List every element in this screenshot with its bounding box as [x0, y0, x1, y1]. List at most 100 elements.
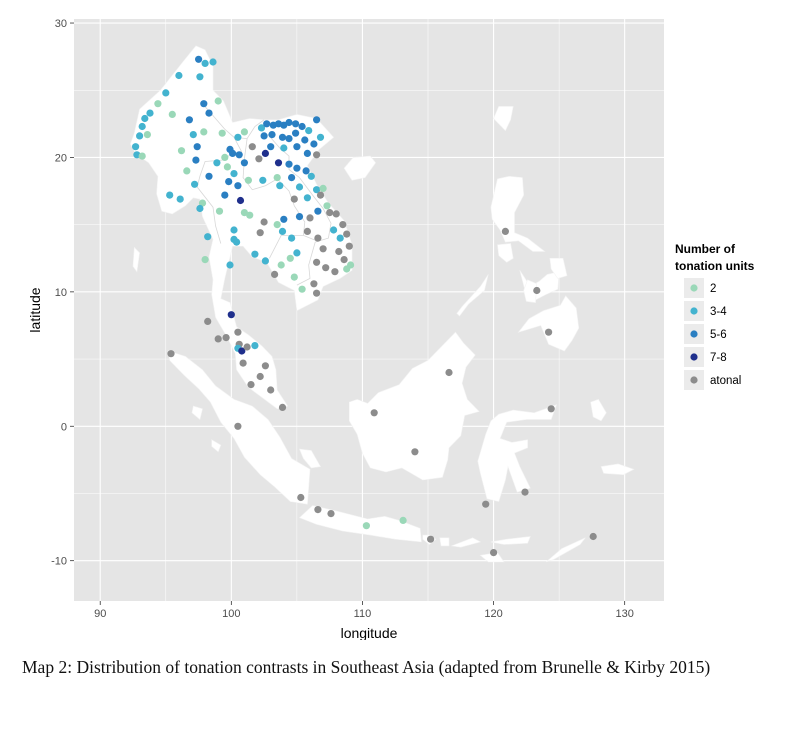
map-point [230, 226, 238, 234]
map-point [330, 226, 338, 234]
land-samar [549, 257, 568, 279]
map-point [168, 110, 176, 118]
map-point [268, 131, 276, 139]
land-mindoro [497, 243, 514, 263]
map-point [277, 261, 285, 269]
land-mindanao [517, 295, 580, 352]
map-point [132, 143, 140, 151]
land-andaman [132, 246, 140, 273]
map-point [225, 178, 233, 186]
map-point [234, 182, 242, 190]
map-point [200, 100, 208, 108]
land-borneo [348, 331, 480, 481]
map-point [177, 147, 186, 155]
data-points [132, 55, 597, 557]
map-point [234, 133, 242, 141]
land-halmahera [590, 399, 607, 422]
map-point [313, 186, 321, 194]
map-point [313, 116, 321, 124]
map-point [278, 227, 287, 235]
map-point [227, 311, 235, 319]
map-point [307, 172, 315, 180]
map-point [136, 132, 144, 140]
map-point [310, 140, 318, 148]
map-point [490, 549, 498, 557]
map-point [336, 234, 344, 242]
x-axis-ticks: 90 100 110 120 130 [94, 601, 634, 620]
map-point [285, 118, 293, 127]
map-point [293, 249, 301, 257]
map-point [362, 522, 370, 530]
map-point [196, 73, 204, 81]
y-tick-label: 0 [61, 421, 67, 433]
map-point [230, 235, 238, 243]
map-point [146, 109, 154, 117]
land-seram [600, 463, 635, 476]
map-point [285, 160, 293, 168]
land-negros [523, 279, 538, 303]
legend-key-dot [690, 307, 698, 315]
map-point [297, 493, 305, 502]
legend-label: 3-4 [710, 306, 727, 318]
map-point [204, 317, 212, 325]
map-point [411, 448, 419, 456]
map-point [310, 280, 318, 288]
map-point [251, 342, 259, 350]
map-point [286, 254, 294, 262]
map-point [261, 362, 269, 370]
map-point [166, 191, 174, 199]
map-point [285, 135, 293, 143]
x-tick-label: 120 [484, 608, 502, 620]
map-point [293, 164, 301, 172]
map-point [138, 122, 146, 131]
map-point [218, 129, 226, 137]
map-point [306, 214, 314, 222]
map-point [589, 532, 597, 541]
map-point [278, 403, 287, 411]
legend-title-line1: Number of [675, 242, 736, 256]
legend-label: 2 [710, 283, 716, 295]
y-axis-title: latitude [27, 287, 43, 332]
map-point [276, 182, 284, 190]
map-point [273, 174, 281, 182]
map-point [305, 127, 313, 135]
legend-label: 5-6 [710, 329, 727, 341]
map-point [331, 268, 339, 276]
map-point [322, 264, 330, 272]
map-point [313, 289, 321, 297]
country-border [267, 134, 332, 286]
map-point [176, 195, 184, 203]
map-point [240, 159, 248, 167]
map-point [303, 227, 311, 235]
map-point [226, 261, 234, 269]
map-point [257, 124, 266, 132]
map-point [533, 286, 541, 295]
map-point [196, 204, 204, 213]
y-tick-label: 30 [55, 18, 67, 30]
land-nias [191, 405, 203, 421]
map-point [201, 59, 209, 67]
map-point [193, 143, 201, 151]
map-point [501, 227, 509, 235]
map-point [230, 170, 238, 178]
map-point [213, 159, 221, 167]
map-point [209, 58, 217, 66]
map-point [222, 334, 230, 342]
map-point [223, 163, 231, 171]
map-point [234, 422, 242, 430]
map-point [482, 500, 490, 508]
map-point [301, 136, 309, 144]
land-sumbawa [450, 537, 482, 548]
map-point [302, 167, 310, 175]
map-point [295, 183, 304, 191]
land-palawan [456, 274, 489, 317]
map-point [260, 132, 268, 140]
map-point [189, 131, 197, 139]
map-point [141, 114, 149, 123]
land-sulawesi [477, 404, 557, 502]
map-point [339, 221, 347, 229]
land-siberut [211, 439, 222, 453]
map-point [238, 347, 246, 355]
map-point [298, 122, 306, 131]
